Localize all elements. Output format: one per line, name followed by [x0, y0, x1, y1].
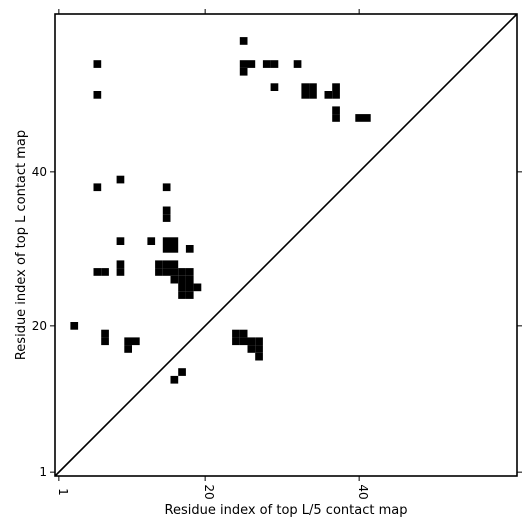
contact-cell-upper [170, 237, 179, 245]
y-tick-label: 20 [32, 319, 47, 333]
contact-cell-upper [170, 245, 179, 253]
y-tick-label: 1 [39, 465, 47, 479]
contact-cell-upper [262, 60, 271, 68]
contact-cell-upper [301, 91, 310, 99]
contact-cell-lower [124, 337, 132, 346]
contact-cell-lower [247, 337, 256, 346]
contact-cell-lower [124, 345, 132, 353]
contact-cell-upper [162, 237, 171, 245]
y-axis-label: Residue index of top L contact map [14, 130, 29, 360]
contact-cell-upper [178, 291, 186, 299]
contact-cell-upper [101, 268, 109, 276]
contact-cell-lower [239, 329, 248, 338]
contact-cell-upper [247, 60, 256, 68]
x-axis-label: Residue index of top L/5 contact map [165, 503, 408, 518]
diagonal-line [54, 13, 518, 477]
contact-cell-upper [162, 268, 171, 276]
contact-cell-upper [239, 67, 248, 76]
contact-cell-lower [232, 337, 240, 346]
contact-cell-lower [170, 375, 179, 384]
y-tick-label: 40 [32, 165, 47, 179]
contact-cell-lower [232, 329, 240, 338]
contact-cell-lower [101, 329, 109, 338]
contact-cell-upper [193, 283, 202, 292]
contact-cell-upper [116, 268, 125, 276]
contact-cell-lower [101, 337, 109, 346]
contact-cell-upper [155, 268, 163, 276]
contact-cell-lower [239, 337, 248, 346]
contact-cell-upper [178, 275, 186, 284]
contact-cell-upper [270, 83, 279, 91]
contact-cell-upper [162, 183, 171, 192]
contact-cell-upper [324, 91, 333, 99]
contact-cell-lower [247, 345, 256, 353]
contact-cell-upper [70, 322, 79, 330]
contact-cell-upper [147, 237, 156, 245]
contact-cell-upper [155, 260, 163, 269]
plot-frame [54, 13, 518, 477]
contact-cell-upper [332, 83, 340, 91]
contact-cell-upper [355, 114, 363, 122]
contact-cell-upper [116, 175, 125, 184]
x-tick-label: 40 [356, 484, 370, 499]
contact-cell-lower [255, 352, 263, 361]
contact-cell-upper [116, 260, 125, 269]
contact-cell-upper [270, 60, 279, 68]
contact-cell-upper [185, 275, 194, 284]
contact-cell-upper [239, 37, 248, 45]
contact-cell-upper [93, 183, 102, 192]
contact-cell-upper [162, 214, 171, 222]
contact-cell-upper [185, 291, 194, 299]
contact-cell-upper [162, 260, 171, 269]
contact-cell-upper [293, 60, 302, 68]
contact-cell-upper [332, 106, 340, 115]
x-tick-label: 1 [56, 488, 70, 496]
contact-cell-upper [185, 268, 194, 276]
contact-cell-upper [178, 268, 186, 276]
x-tick-label: 20 [202, 484, 216, 499]
contact-cells [70, 37, 371, 384]
contact-cell-upper [93, 268, 102, 276]
contact-cell-upper [116, 237, 125, 245]
contact-cell-upper [309, 83, 317, 91]
contact-cell-upper [332, 114, 340, 122]
contact-cell-upper [162, 245, 171, 253]
contact-cell-upper [239, 60, 248, 68]
axis-ticks: 1 20 40 1 20 40 [32, 9, 522, 500]
contact-cell-upper [332, 91, 340, 99]
contact-cell-lower [255, 345, 263, 353]
contact-cell-upper [178, 283, 186, 292]
contact-cell-upper [301, 83, 310, 91]
contact-cell-upper [185, 283, 194, 292]
contact-cell-lower [132, 337, 140, 346]
contact-cell-upper [93, 60, 102, 68]
contact-cell-upper [93, 91, 102, 99]
contact-cell-upper [170, 260, 179, 269]
contact-cell-lower [178, 368, 186, 376]
contact-cell-upper [309, 91, 317, 99]
contact-cell-lower [255, 337, 263, 346]
contact-cell-upper [185, 245, 194, 253]
contact-cell-upper [162, 206, 171, 215]
contact-cell-upper [170, 275, 179, 284]
contact-cell-upper [363, 114, 371, 122]
contact-cell-upper [170, 268, 179, 276]
